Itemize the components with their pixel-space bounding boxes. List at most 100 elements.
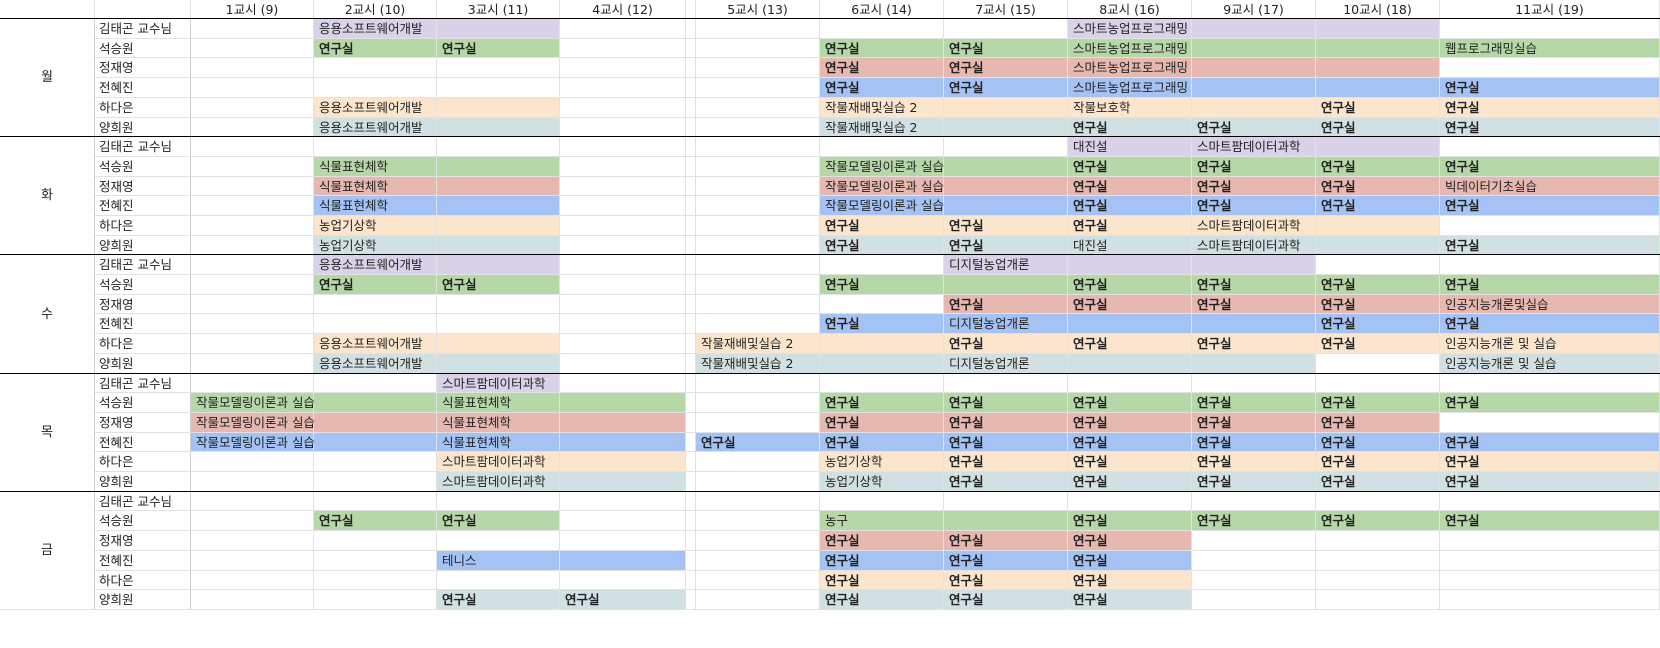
lab-slot[interactable]: 연구실 (820, 216, 944, 236)
schedule-cell[interactable] (696, 196, 820, 216)
lab-slot[interactable]: 연구실 (944, 452, 1068, 472)
schedule-cell[interactable] (314, 492, 437, 511)
person-name[interactable]: 양희원 (95, 472, 191, 492)
class-slot[interactable]: 디지털농업개론 (944, 314, 1068, 334)
lab-slot[interactable]: 연구실 (944, 334, 1068, 354)
lab-slot[interactable]: 연구실 (1068, 590, 1192, 610)
schedule-cell[interactable] (437, 78, 560, 98)
class-slot[interactable]: 농업기상학 (820, 452, 944, 472)
person-name[interactable]: 김태곤 교수님 (95, 137, 191, 157)
schedule-cell[interactable] (191, 511, 314, 531)
schedule-cell[interactable] (560, 511, 686, 531)
schedule-cell[interactable] (560, 571, 686, 590)
schedule-cell[interactable] (560, 98, 686, 118)
column-header-period-4[interactable]: 4교시 (12) (560, 0, 686, 19)
lab-slot[interactable]: 연구실 (944, 551, 1068, 571)
schedule-cell[interactable] (560, 433, 686, 452)
schedule-cell[interactable] (1192, 590, 1316, 610)
schedule-cell[interactable] (191, 39, 314, 58)
schedule-cell[interactable] (1440, 551, 1660, 571)
lab-slot[interactable]: 연구실 (1316, 413, 1440, 433)
class-slot[interactable]: 인공지능개론 및 실습 (1440, 334, 1660, 354)
class-slot[interactable]: 스마트팜데이터과학 (1192, 216, 1316, 236)
schedule-cell[interactable] (560, 177, 686, 196)
class-slot[interactable]: 식물표현체학 (314, 177, 437, 196)
schedule-cell[interactable] (314, 433, 437, 452)
person-name[interactable]: 전혜진 (95, 551, 191, 571)
lab-slot[interactable]: 연구실 (820, 78, 944, 98)
lab-slot[interactable]: 연구실 (1068, 216, 1192, 236)
person-name[interactable]: 하다은 (95, 98, 191, 118)
lab-slot[interactable]: 연구실 (944, 531, 1068, 551)
schedule-cell[interactable] (1316, 590, 1440, 610)
lab-slot[interactable]: 연구실 (1316, 511, 1440, 531)
lab-slot[interactable]: 연구실 (820, 58, 944, 78)
lab-slot[interactable]: 연구실 (1440, 433, 1660, 452)
person-name[interactable]: 정재영 (95, 295, 191, 314)
column-header-period-8[interactable]: 8교시 (16) (1068, 0, 1192, 19)
lab-slot[interactable]: 연구실 (1316, 196, 1440, 216)
class-slot[interactable]: 인공지능개론 및 실습 (1440, 354, 1660, 374)
schedule-cell[interactable] (191, 452, 314, 472)
person-name[interactable]: 전혜진 (95, 196, 191, 216)
schedule-cell[interactable] (944, 511, 1068, 531)
lab-slot[interactable]: 연구실 (560, 590, 686, 610)
lab-slot[interactable]: 연구실 (1068, 551, 1192, 571)
lab-slot[interactable]: 연구실 (1192, 452, 1316, 472)
person-name[interactable]: 전혜진 (95, 314, 191, 334)
schedule-cell[interactable] (820, 295, 944, 314)
schedule-cell[interactable] (1316, 354, 1440, 374)
schedule-cell[interactable] (944, 374, 1068, 393)
schedule-cell[interactable] (696, 275, 820, 295)
class-slot[interactable]: 응용소프트웨어개발 (314, 354, 437, 374)
lab-slot[interactable]: 연구실 (944, 216, 1068, 236)
class-slot[interactable]: 식물표현체학 (437, 393, 560, 413)
schedule-cell[interactable] (1440, 58, 1660, 78)
lab-slot[interactable]: 연구실 (1316, 295, 1440, 314)
schedule-cell[interactable] (314, 58, 437, 78)
lab-slot[interactable]: 연구실 (820, 433, 944, 452)
schedule-cell[interactable] (820, 137, 944, 157)
lab-slot[interactable]: 연구실 (1440, 452, 1660, 472)
schedule-cell[interactable] (560, 78, 686, 98)
schedule-cell[interactable] (1192, 571, 1316, 590)
schedule-cell[interactable] (437, 177, 560, 196)
schedule-cell[interactable] (314, 413, 437, 433)
schedule-cell[interactable] (1068, 374, 1192, 393)
schedule-cell[interactable] (560, 137, 686, 157)
schedule-cell[interactable] (696, 58, 820, 78)
lab-slot[interactable]: 연구실 (1192, 393, 1316, 413)
lab-slot[interactable]: 연구실 (1068, 452, 1192, 472)
lab-slot[interactable]: 연구실 (1440, 98, 1660, 118)
schedule-cell[interactable] (1316, 19, 1440, 39)
schedule-cell[interactable] (1440, 492, 1660, 511)
schedule-cell[interactable] (560, 334, 686, 354)
lab-slot[interactable]: 연구실 (944, 571, 1068, 590)
schedule-cell[interactable] (191, 19, 314, 39)
schedule-cell[interactable] (696, 255, 820, 275)
schedule-cell[interactable] (820, 255, 944, 275)
class-slot[interactable]: 스마트팜데이터과학 (1192, 236, 1316, 255)
lab-slot[interactable]: 연구실 (944, 393, 1068, 413)
column-header-period-3[interactable]: 3교시 (11) (437, 0, 560, 19)
schedule-cell[interactable] (560, 236, 686, 255)
schedule-cell[interactable] (437, 118, 560, 137)
schedule-cell[interactable] (696, 177, 820, 196)
schedule-cell[interactable] (1192, 78, 1316, 98)
lab-slot[interactable]: 연구실 (944, 58, 1068, 78)
schedule-cell[interactable] (437, 334, 560, 354)
schedule-cell[interactable] (314, 472, 437, 492)
lab-slot[interactable]: 연구실 (1316, 452, 1440, 472)
class-slot[interactable]: 테니스 (437, 551, 560, 571)
schedule-cell[interactable] (560, 196, 686, 216)
lab-slot[interactable]: 연구실 (1316, 118, 1440, 137)
lab-slot[interactable]: 연구실 (1192, 295, 1316, 314)
lab-slot[interactable]: 연구실 (944, 39, 1068, 58)
schedule-cell[interactable] (560, 492, 686, 511)
schedule-cell[interactable] (437, 255, 560, 275)
schedule-cell[interactable] (696, 492, 820, 511)
schedule-cell[interactable] (560, 374, 686, 393)
lab-slot[interactable]: 연구실 (820, 551, 944, 571)
schedule-cell[interactable] (314, 571, 437, 590)
person-name[interactable]: 양희원 (95, 118, 191, 137)
